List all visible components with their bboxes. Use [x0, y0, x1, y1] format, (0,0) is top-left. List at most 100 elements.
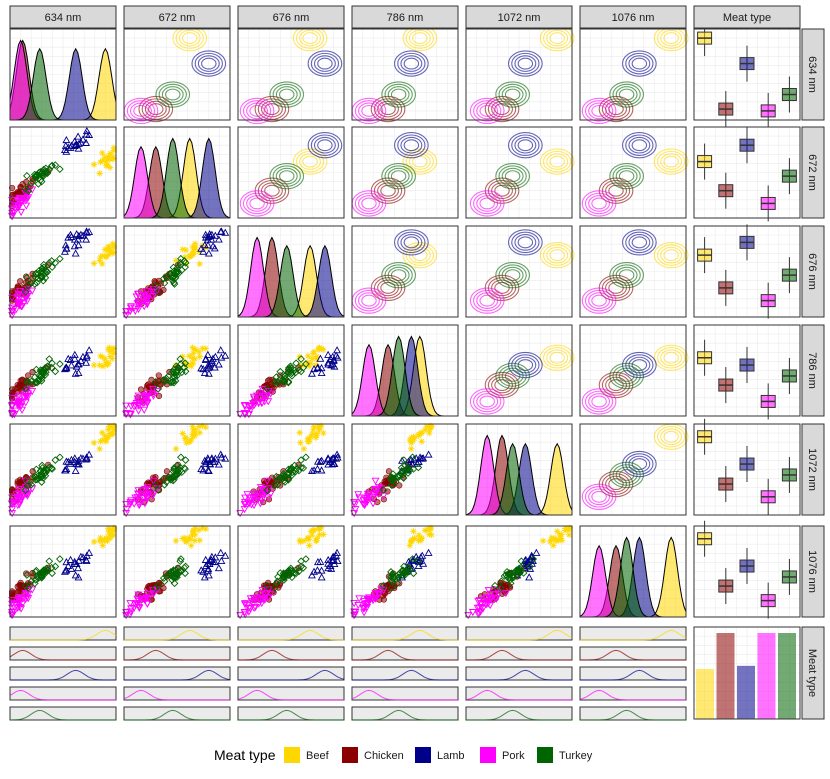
point-beef-12: [407, 445, 415, 452]
point-pork-21: [243, 407, 252, 415]
point-turkey-21: [263, 486, 272, 494]
point-lamb-11: [64, 143, 73, 151]
contour-lamb-4: [394, 132, 429, 159]
point-lamb-13: [328, 352, 337, 360]
point-beef-16: [296, 537, 303, 544]
point-turkey-24: [176, 557, 185, 566]
point-beef-6: [309, 350, 317, 357]
facet-line-beef: [580, 629, 687, 641]
facet-line-lamb: [466, 669, 572, 681]
column-strip-3: 676 nm: [237, 5, 345, 29]
point-turkey-27: [173, 573, 181, 582]
contour-lamb-4: [622, 50, 657, 77]
facet-line-lamb: [352, 669, 458, 681]
facet-pork-3: [237, 686, 345, 701]
point-pork-33: [375, 484, 383, 492]
facet-line-beef: [238, 629, 344, 641]
point-pork-30: [144, 486, 153, 495]
point-beef-4: [99, 542, 106, 549]
point-pork-7: [149, 392, 158, 400]
contour-turkey-1: [165, 88, 181, 101]
contour-beef-3: [657, 150, 686, 173]
point-turkey-30: [31, 269, 40, 278]
point-turkey-20: [295, 366, 303, 375]
count-bar-lamb: [737, 665, 755, 719]
contour-turkey-1: [618, 269, 635, 282]
contour-beef-4: [402, 241, 438, 269]
point-lamb-9: [85, 130, 94, 138]
contour-pork-3: [473, 390, 502, 413]
contour-lamb-2: [400, 136, 423, 154]
row-strip-4: 786 nm: [801, 324, 825, 417]
panel-2-2: [123, 126, 231, 219]
column-strip-label: 676 nm: [273, 12, 310, 24]
contour-lamb-2: [514, 136, 537, 154]
point-lamb-10: [82, 126, 91, 135]
point-beef-4: [406, 436, 414, 444]
point-beef-9: [191, 429, 199, 437]
facet-turkey-5: [465, 706, 573, 721]
column-strip-4: 786 nm: [351, 5, 459, 29]
contour-pork-3: [473, 192, 502, 215]
contour-lamb-1: [517, 139, 534, 152]
point-lamb-16: [60, 466, 69, 474]
panel-2-5: [465, 126, 575, 219]
contour-pork-1: [361, 197, 377, 210]
point-beef-7: [182, 246, 190, 254]
gridlines: [10, 226, 116, 317]
point-beef-3: [307, 528, 315, 535]
contour-pork-4: [581, 388, 617, 415]
point-beef-16: [196, 429, 203, 436]
point-turkey-21: [154, 385, 163, 393]
contour-pork-2: [476, 195, 499, 212]
point-lamb-20: [62, 557, 71, 566]
point-lamb-8: [307, 571, 316, 579]
contour-pork-1: [361, 294, 377, 307]
point-turkey-11: [272, 472, 281, 481]
point-lamb-11: [201, 354, 210, 362]
point-beef-15: [109, 355, 116, 362]
point-pork-9: [22, 202, 31, 210]
point-pork-15: [363, 595, 371, 603]
contour-lamb-3: [625, 231, 654, 254]
point-pork-32: [14, 596, 23, 604]
column-strip-6: 1076 nm: [579, 5, 687, 29]
point-lamb-12: [328, 460, 337, 468]
facet-chicken-4: [351, 646, 459, 661]
point-beef-11: [102, 360, 110, 368]
contour-chicken-3: [257, 98, 287, 120]
point-beef-17: [199, 345, 206, 352]
point-lamb-17: [333, 453, 342, 461]
point-turkey-27: [35, 371, 44, 380]
contour-turkey-4: [609, 261, 644, 289]
legend-swatch-turkey: [537, 747, 553, 763]
legend-swatch-beef: [284, 747, 300, 763]
column-strip-2: 672 nm: [123, 5, 231, 29]
contour-turkey-3: [498, 365, 527, 387]
point-turkey-22: [56, 165, 64, 173]
point-beef-14: [189, 423, 196, 430]
contour-turkey-3: [498, 165, 527, 187]
point-lamb-5: [201, 230, 210, 238]
point-turkey-31: [40, 368, 48, 377]
point-chicken-20: [385, 468, 393, 475]
gridlines: [124, 226, 230, 317]
contour-pork-3: [354, 100, 384, 122]
point-beef-4: [99, 363, 106, 370]
point-lamb-8: [71, 571, 80, 579]
point-chicken-12: [380, 496, 387, 503]
point-pork-20: [8, 410, 17, 418]
point-lamb-11: [523, 561, 532, 570]
point-beef-8: [103, 162, 110, 169]
point-pork-28: [254, 399, 263, 407]
contour-pork-1: [591, 490, 607, 503]
contour-beef-2: [178, 29, 201, 47]
point-beef-14: [316, 531, 323, 538]
contour-turkey-3: [158, 83, 187, 106]
panel-2-4: [351, 126, 459, 219]
contour-beef-2: [660, 428, 683, 446]
contour-beef-4: [539, 344, 575, 371]
legend-item-beef: Beef: [284, 747, 330, 763]
contour-turkey-2: [387, 86, 410, 103]
contour-beef-2: [299, 153, 322, 170]
